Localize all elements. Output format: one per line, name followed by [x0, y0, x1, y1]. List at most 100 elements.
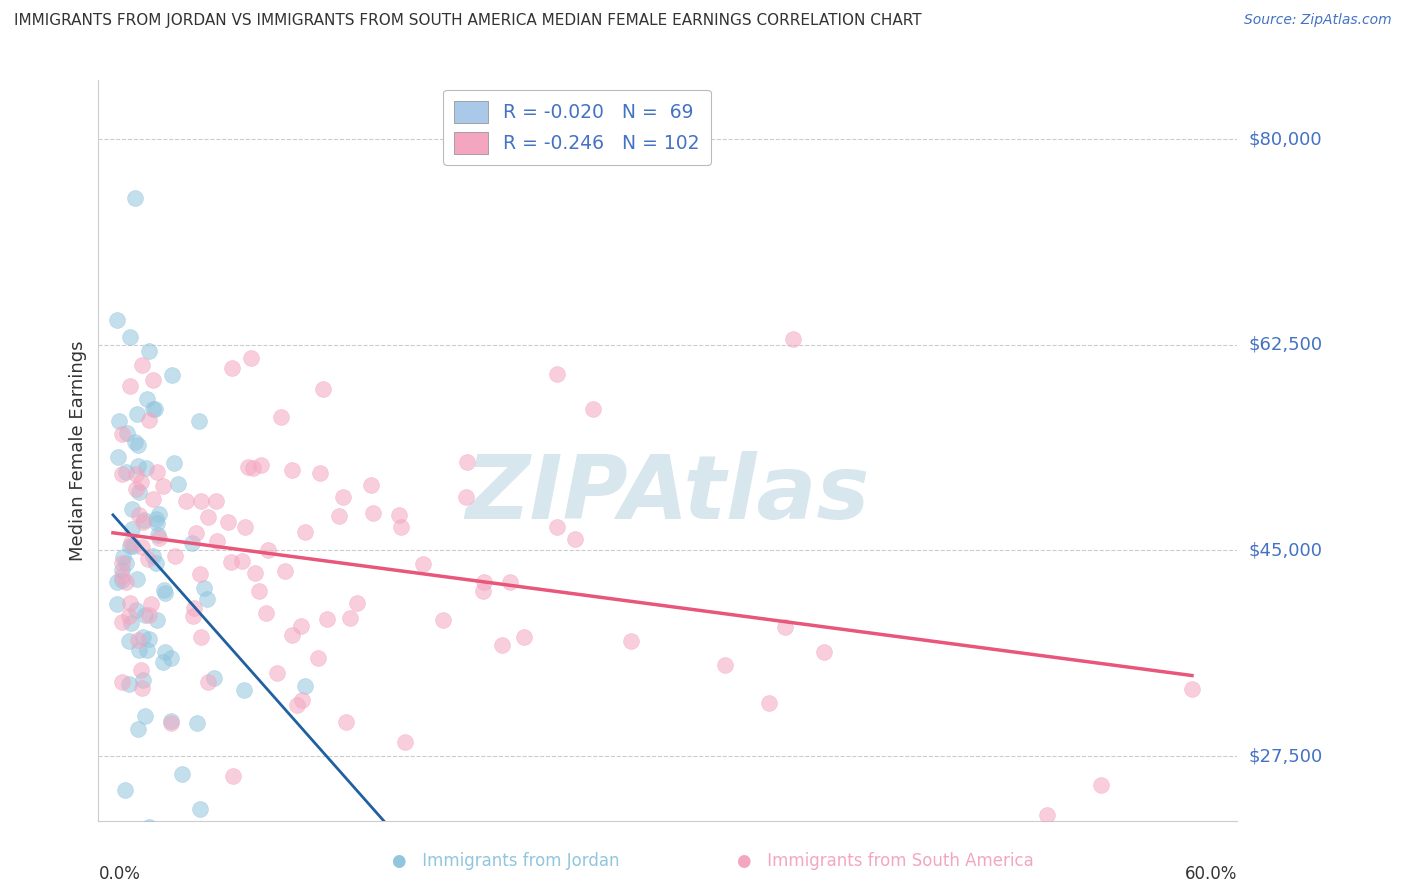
Point [124, 435, 146, 450]
Point [143, 402, 166, 417]
Point [131, 681, 153, 695]
Point [291, 692, 314, 706]
Point [111, 573, 134, 587]
Point [328, 508, 350, 523]
Point [174, 493, 197, 508]
Point [312, 382, 335, 396]
Point [124, 191, 146, 205]
Point [190, 494, 212, 508]
Point [332, 491, 354, 505]
Point [111, 549, 134, 564]
Point [118, 539, 141, 553]
Point [773, 620, 796, 634]
Point [118, 634, 141, 648]
Point [138, 820, 160, 834]
Point [132, 513, 155, 527]
Point [160, 714, 183, 728]
Point [394, 734, 416, 748]
Point [163, 549, 186, 564]
Point [281, 463, 304, 477]
Point [335, 714, 357, 729]
Point [138, 343, 160, 358]
Point [285, 698, 308, 712]
Point [111, 615, 134, 629]
Point [513, 630, 536, 644]
Point [127, 633, 149, 648]
Point [389, 520, 412, 534]
Point [294, 680, 316, 694]
Point [232, 683, 254, 698]
Point [1036, 807, 1059, 822]
Point [388, 508, 411, 522]
Point [184, 525, 207, 540]
Point [160, 651, 183, 665]
Point [118, 596, 141, 610]
Point [120, 379, 142, 393]
Point [432, 613, 454, 627]
Point [236, 459, 259, 474]
Point [105, 597, 128, 611]
Point [153, 582, 176, 597]
Point [111, 467, 134, 482]
Point [155, 586, 177, 600]
Point [197, 675, 219, 690]
Point [146, 613, 169, 627]
Point [127, 573, 149, 587]
Point [131, 541, 153, 555]
Point [132, 630, 155, 644]
Point [122, 539, 145, 553]
Point [152, 479, 174, 493]
Point [456, 455, 478, 469]
Point [125, 467, 148, 481]
Point [129, 475, 152, 489]
Point [127, 438, 149, 452]
Point [118, 609, 141, 624]
Point [181, 609, 204, 624]
Text: 60.0%: 60.0% [1185, 865, 1237, 883]
Text: ZIPAtlas: ZIPAtlas [465, 451, 870, 539]
Point [240, 351, 263, 366]
Point [546, 520, 568, 534]
Point [307, 650, 329, 665]
Point [197, 510, 219, 524]
Point [205, 533, 228, 548]
Point [247, 584, 270, 599]
Point [183, 601, 205, 615]
Point [1181, 682, 1204, 697]
Point [167, 476, 190, 491]
Text: $27,500: $27,500 [1249, 747, 1323, 765]
Point [114, 783, 136, 797]
Point [127, 723, 149, 737]
Point [120, 616, 142, 631]
Point [111, 568, 134, 582]
Point [118, 676, 141, 690]
Text: ●   Immigrants from Jordan: ● Immigrants from Jordan [392, 852, 620, 870]
Point [217, 515, 239, 529]
Text: $62,500: $62,500 [1249, 335, 1323, 354]
Point [121, 502, 143, 516]
Point [309, 466, 332, 480]
Text: Source: ZipAtlas.com: Source: ZipAtlas.com [1244, 13, 1392, 28]
Point [128, 508, 150, 522]
Point [714, 657, 737, 672]
Point [231, 554, 253, 568]
Point [105, 313, 128, 327]
Point [107, 450, 129, 464]
Point [170, 766, 193, 780]
Point [233, 520, 256, 534]
Point [159, 715, 181, 730]
Point [257, 543, 280, 558]
Point [290, 618, 312, 632]
Point [266, 665, 288, 680]
Text: $80,000: $80,000 [1249, 130, 1322, 148]
Point [115, 556, 138, 570]
Point [107, 415, 129, 429]
Point [188, 802, 211, 816]
Point [111, 674, 134, 689]
Point [138, 552, 160, 566]
Point [160, 368, 183, 382]
Point [193, 581, 215, 595]
Point [145, 556, 167, 570]
Point [145, 512, 167, 526]
Y-axis label: Median Female Earnings: Median Female Earnings [69, 340, 87, 561]
